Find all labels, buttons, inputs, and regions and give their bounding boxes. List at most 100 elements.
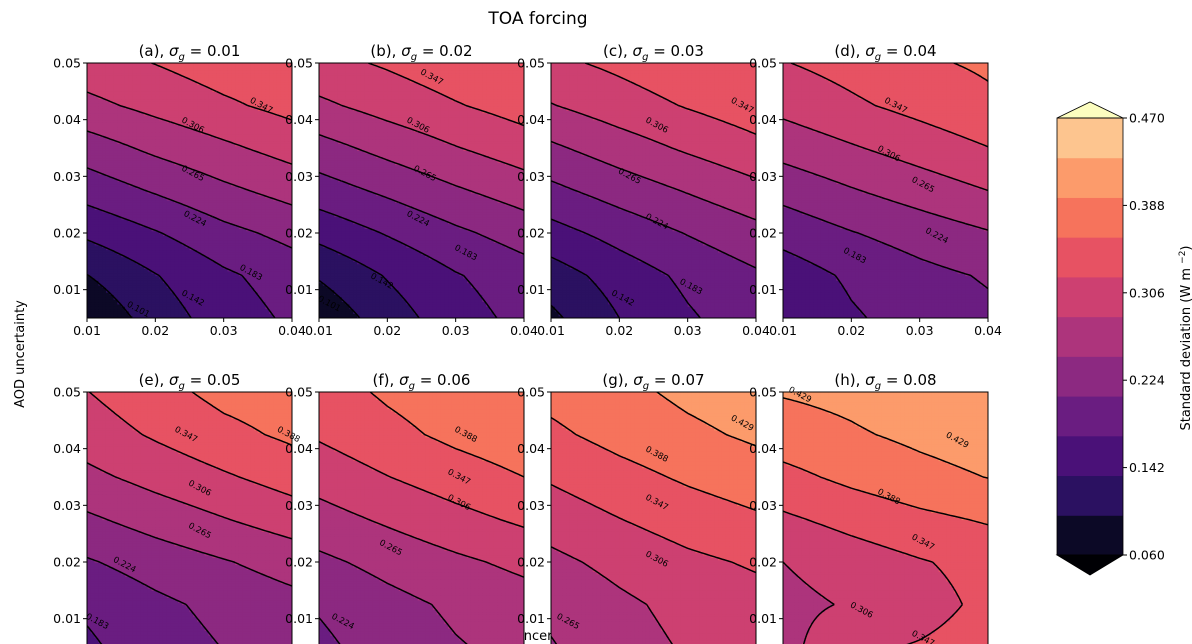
contour-cell	[147, 155, 153, 159]
contour-cell	[231, 310, 236, 314]
contour-cell	[147, 310, 153, 314]
contour-cell	[276, 284, 282, 288]
contour-cell	[204, 164, 210, 168]
contour-cell	[223, 131, 229, 135]
contour-cell	[216, 103, 221, 107]
contour-cell	[276, 117, 282, 121]
contour-cell	[166, 152, 172, 156]
contour-cell	[219, 195, 225, 199]
contour-cell	[273, 315, 278, 318]
contour-cell	[284, 122, 289, 125]
contour-cell	[269, 254, 274, 258]
contour-cell	[254, 240, 259, 244]
contour-cell	[117, 233, 122, 236]
contour-cell	[98, 105, 103, 109]
contour-cell	[143, 251, 149, 255]
contour-cell	[102, 105, 107, 109]
contour-cell	[159, 282, 164, 286]
contour-cell	[276, 178, 282, 182]
contour-cell	[197, 214, 202, 218]
contour-cell	[166, 171, 172, 175]
contour-cell	[197, 129, 202, 133]
contour-cell	[109, 171, 115, 175]
contour-cell	[98, 287, 103, 291]
contour-cell	[113, 216, 118, 220]
contour-cell	[147, 98, 153, 102]
contour-cell	[98, 188, 103, 192]
contour-cell	[197, 169, 202, 173]
contour-cell	[136, 296, 141, 300]
contour-cell	[208, 199, 213, 203]
contour-cell	[121, 225, 126, 229]
contour-cell	[219, 247, 225, 251]
contour-cell	[254, 166, 259, 170]
contour-cell	[231, 251, 236, 255]
contour-cell	[170, 218, 175, 222]
contour-cell	[181, 190, 187, 194]
contour-cell	[151, 199, 156, 203]
contour-cell	[151, 107, 156, 111]
contour-cell	[227, 195, 232, 199]
contour-cell	[227, 159, 232, 163]
contour-cell	[128, 181, 134, 185]
contour-cell	[155, 258, 160, 262]
contour-cell	[147, 178, 153, 182]
contour-cell	[208, 233, 213, 236]
contour-cell	[151, 131, 156, 135]
contour-cell	[102, 117, 107, 121]
contour-cell	[254, 247, 259, 251]
contour-cell	[197, 310, 202, 314]
contour-cell	[124, 136, 130, 140]
contour-cell	[261, 244, 267, 248]
contour-cell	[166, 202, 172, 206]
contour-cell	[155, 216, 160, 220]
contour-cell	[121, 114, 126, 118]
contour-cell	[223, 301, 229, 305]
contour-cell	[250, 299, 255, 303]
contour-cell	[124, 162, 130, 166]
contour-cell	[143, 171, 149, 175]
contour-cell	[250, 155, 255, 159]
contour-cell	[147, 162, 153, 166]
contour-cell	[276, 301, 282, 305]
contour-cell	[143, 230, 149, 234]
contour-cell	[219, 235, 225, 239]
contour-cell	[87, 105, 92, 109]
contour-cell	[208, 190, 213, 194]
contour-cell	[284, 315, 289, 318]
contour-cell	[219, 249, 225, 253]
contour-cell	[143, 294, 149, 298]
contour-cell	[212, 218, 217, 222]
contour-cell	[121, 273, 126, 277]
contour-cell	[204, 107, 210, 111]
contour-cell	[159, 233, 164, 236]
contour-cell	[181, 143, 187, 147]
contour-cell	[265, 202, 270, 206]
contour-cell	[238, 299, 244, 303]
contour-cell	[216, 247, 221, 251]
contour-cell	[189, 313, 194, 317]
contour-cell	[284, 107, 289, 111]
contour-cell	[124, 230, 130, 234]
contour-cell	[162, 129, 168, 133]
contour-cell	[261, 209, 267, 213]
contour-cell	[155, 183, 160, 187]
contour-cell	[257, 164, 263, 168]
contour-cell	[284, 166, 289, 170]
contour-cell	[276, 129, 282, 133]
contour-cell	[216, 100, 221, 104]
contour-cell	[246, 214, 251, 218]
contour-cell	[246, 159, 251, 163]
contour-cell	[159, 188, 164, 192]
contour-cell	[288, 122, 292, 125]
contour-cell	[181, 254, 187, 258]
contour-cell	[223, 218, 229, 222]
contour-cell	[162, 100, 168, 104]
contour-cell	[174, 176, 179, 180]
contour-cell	[208, 268, 213, 272]
contour-cell	[273, 254, 278, 258]
contour-cell	[227, 145, 232, 149]
contour-cell	[200, 240, 206, 244]
contour-cell	[212, 190, 217, 194]
contour-cell	[94, 216, 99, 220]
